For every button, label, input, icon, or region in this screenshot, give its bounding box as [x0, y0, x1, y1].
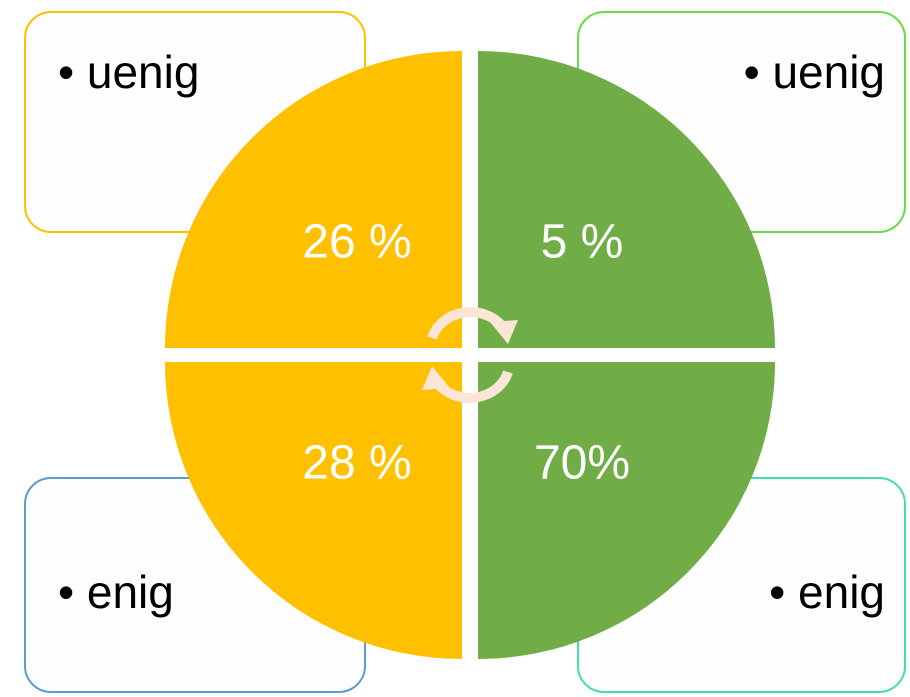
quadrant-value: 70% — [534, 437, 630, 490]
cycle-arrows — [422, 307, 518, 403]
box-label: • uenig — [58, 46, 199, 98]
arrow-arc — [427, 307, 506, 340]
arrow-arc — [434, 370, 513, 403]
quadrant-value: 26 % — [302, 216, 411, 269]
quadrant — [165, 51, 462, 348]
quadrant — [478, 362, 775, 659]
arrow-head — [422, 366, 450, 390]
quadrant-value: 5 % — [541, 216, 624, 269]
box-label: • enig — [769, 566, 885, 618]
box-label: • enig — [58, 566, 174, 618]
quadrant-value: 28 % — [302, 437, 411, 490]
quadrant — [478, 51, 775, 348]
quadrant — [165, 362, 462, 659]
arrow-head — [490, 320, 518, 344]
box-label: • uenig — [744, 46, 885, 98]
